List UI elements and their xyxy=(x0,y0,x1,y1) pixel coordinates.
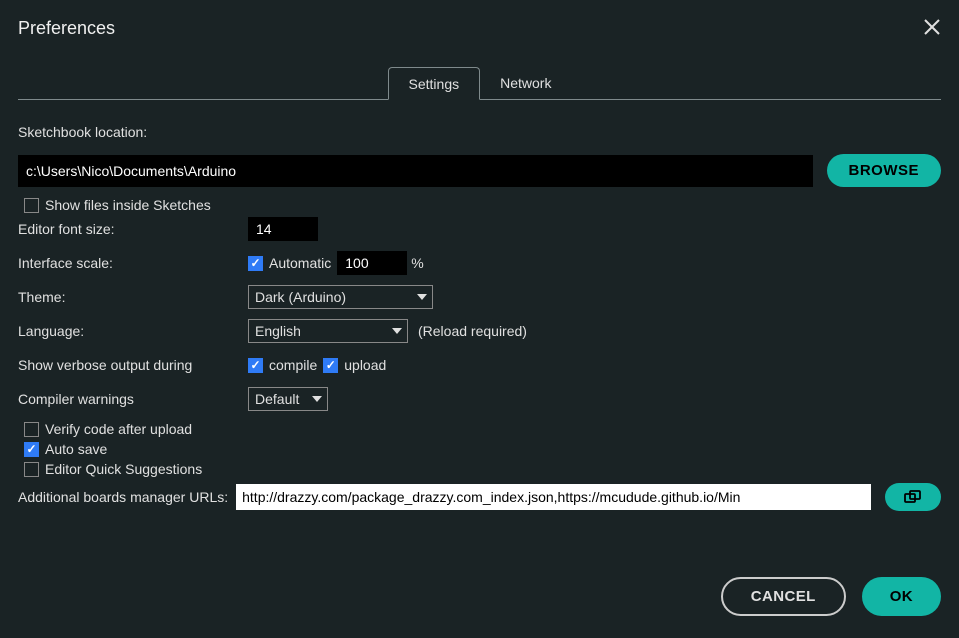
footer: CANCEL OK xyxy=(18,569,941,620)
interface-scale-label: Interface scale: xyxy=(18,255,248,271)
additional-urls-label: Additional boards manager URLs: xyxy=(18,489,228,505)
upload-checkbox[interactable] xyxy=(323,358,338,373)
tab-settings[interactable]: Settings xyxy=(388,67,481,100)
auto-save-label: Auto save xyxy=(45,441,107,457)
show-files-checkbox[interactable] xyxy=(24,198,39,213)
language-label: Language: xyxy=(18,323,248,339)
tabs: Settings Network xyxy=(18,67,941,100)
ok-button[interactable]: OK xyxy=(862,577,941,616)
close-icon[interactable] xyxy=(923,18,941,36)
automatic-checkbox[interactable] xyxy=(248,256,263,271)
font-size-input[interactable] xyxy=(248,217,318,241)
edit-urls-button[interactable] xyxy=(885,483,941,511)
browse-button[interactable]: BROWSE xyxy=(827,154,942,187)
verify-checkbox[interactable] xyxy=(24,422,39,437)
compile-checkbox[interactable] xyxy=(248,358,263,373)
quick-suggestions-checkbox[interactable] xyxy=(24,462,39,477)
expand-icon xyxy=(904,490,922,504)
compiler-warnings-select[interactable]: Default xyxy=(248,387,328,411)
show-files-label: Show files inside Sketches xyxy=(45,197,211,213)
compiler-warnings-label: Compiler warnings xyxy=(18,391,248,407)
titlebar: Preferences xyxy=(18,18,941,39)
upload-label: upload xyxy=(344,357,386,373)
compile-label: compile xyxy=(269,357,317,373)
sketchbook-location-label: Sketchbook location: xyxy=(18,124,147,140)
reload-required-label: (Reload required) xyxy=(418,323,527,339)
auto-save-checkbox[interactable] xyxy=(24,442,39,457)
theme-label: Theme: xyxy=(18,289,248,305)
scale-input[interactable] xyxy=(337,251,407,275)
font-size-label: Editor font size: xyxy=(18,221,248,237)
percent-label: % xyxy=(411,255,423,271)
verify-label: Verify code after upload xyxy=(45,421,192,437)
language-select[interactable]: English xyxy=(248,319,408,343)
automatic-label: Automatic xyxy=(269,255,331,271)
preferences-window: Preferences Settings Network Sketchbook … xyxy=(0,0,959,638)
sketchbook-location-input[interactable] xyxy=(18,155,813,187)
additional-urls-input[interactable] xyxy=(236,484,871,510)
quick-suggestions-label: Editor Quick Suggestions xyxy=(45,461,202,477)
settings-content: Sketchbook location: BROWSE Show files i… xyxy=(18,120,941,569)
tab-network[interactable]: Network xyxy=(480,67,571,100)
window-title: Preferences xyxy=(18,18,115,39)
theme-select[interactable]: Dark (Arduino) xyxy=(248,285,433,309)
verbose-label: Show verbose output during xyxy=(18,357,248,373)
cancel-button[interactable]: CANCEL xyxy=(721,577,846,616)
